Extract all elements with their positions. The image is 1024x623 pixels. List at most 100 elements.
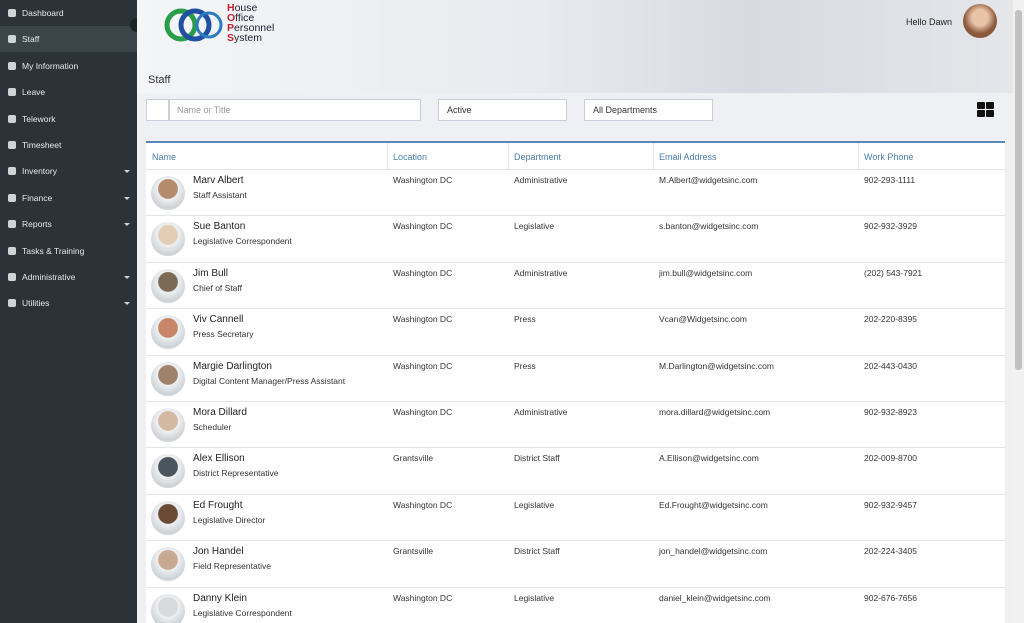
email: M.Darlington@widgetsinc.com [659,360,774,371]
nav-label: Staff [22,34,40,45]
email: Ed.Frought@widgetsinc.com [659,499,768,510]
nav-icon [8,35,16,44]
table-row[interactable]: Marv Albert Staff Assistant Washington DC A… [146,169,1005,216]
avatar [151,408,185,442]
nav-caret [124,196,130,203]
greeting: Hello Dawn [906,17,953,27]
nav-icon [8,9,16,17]
nav-label: Timesheet [22,140,62,150]
page-title: Staff [148,74,171,86]
nav-label: Dashboard [22,8,64,18]
nav-label: Telework [22,113,56,124]
table-row[interactable]: Alex Ellison District Representative Grant… [146,447,1005,494]
email: Vcan@Widgetsinc.com [659,314,747,325]
department-select[interactable]: All Departments [584,99,713,121]
nav-icon [8,88,16,97]
nav-item[interactable]: Telework [0,106,137,132]
avatar [151,315,185,350]
location: Washington DC [393,314,453,325]
search-input[interactable]: Name or Title [169,99,421,121]
phone: 902-932-9457 [864,499,917,510]
email: daniel_klein@widgetsinc.com [659,592,771,603]
nav-label: Tasks & Training [22,245,85,256]
nav-item[interactable]: Utilities [0,290,137,316]
column-header[interactable]: Name [152,152,177,162]
staff-title: Staff Assistant [193,190,247,200]
table-row[interactable]: Danny Klein Legislative Correspondent Wash… [146,586,1005,623]
avatar [151,454,185,489]
nav-item[interactable]: Staff [0,26,137,53]
staff-name: Jim Bull [193,267,229,279]
nav-icon [8,299,16,308]
location: Washington DC [393,407,453,417]
nav-icon [8,141,16,149]
scrollbar[interactable] [1013,0,1024,623]
department: Administrative [514,175,568,185]
column-divider [653,143,654,169]
nav-item[interactable]: Tasks & Training [0,238,137,264]
logo-word: House [227,2,258,14]
department: Legislative [514,499,555,510]
search-placeholder: Name or Title [177,105,231,115]
column-header[interactable]: Location [393,152,428,162]
nav-item[interactable]: Leave [0,79,137,105]
phone: 202-009-8700 [864,453,917,464]
location: Washington DC [393,221,453,232]
column-header[interactable]: Email Address [659,152,717,162]
nav-item[interactable]: Finance [0,185,137,211]
logo-word: Personnel [227,22,275,34]
department: Administrative [514,407,568,417]
column-header[interactable]: Work Phone [864,152,914,162]
phone: 902-932-8923 [864,407,917,417]
nav-label: My Information [22,60,79,71]
nav-item[interactable]: Inventory [0,158,137,184]
nav-label: Leave [22,87,46,98]
logo-mark [164,8,223,42]
grid-view-toggle[interactable] [976,101,996,121]
nav-caret [124,170,130,176]
table-row[interactable]: Margie Darlington Digital Content Manager… [146,354,1005,402]
phone: 902-293-1111 [864,175,916,185]
table-row[interactable]: Sue Banton Legislative Correspondent Washi… [146,215,1005,262]
nav-label: Finance [22,192,53,203]
table-row[interactable]: Jon Handel Field Representative Grantsvill… [146,540,1005,587]
status-select[interactable]: Active [438,99,567,121]
table-row[interactable]: Ed Frought Legislative Director Washington… [146,493,1005,541]
staff-name: Alex Ellison [193,453,245,465]
email: s.banton@widgetsinc.com [659,221,759,232]
staff-title: Scheduler [193,422,232,432]
table-row[interactable]: Viv Cannell Press Secretary Washington DC P… [146,308,1005,355]
nav-icon [8,246,16,255]
avatar [151,547,185,582]
nav-item[interactable]: Dashboard [0,0,137,26]
column-divider [858,143,859,169]
location: Washington DC [393,267,453,278]
table-row[interactable]: Mora Dillard Scheduler Washington DC Admini… [146,401,1005,448]
search-icon [146,99,169,121]
staff-name: Viv Cannell [193,314,244,326]
column-header[interactable]: Department [514,152,562,162]
nav-item[interactable]: Administrative [0,264,137,290]
department: Legislative [514,592,555,603]
staff-title: Chief of Staff [193,282,242,293]
nav-caret [124,223,130,229]
staff-table: Name Location Department Email Address Work … [146,141,1005,623]
avatar [151,361,185,396]
staff-title: Legislative Director [193,514,266,525]
nav-icon [8,193,16,202]
phone: (202) 543-7921 [864,267,923,278]
staff-title: Digital Content Manager/Press Assistant [193,375,346,386]
email: M.Albert@widgetsinc.com [659,175,758,185]
nav-label: Utilities [22,298,50,309]
nav-item[interactable]: Reports [0,211,137,237]
location: Washington DC [393,175,453,185]
user-avatar[interactable] [963,4,997,38]
table-row[interactable]: Jim Bull Chief of Staff Washington DC Admin… [146,261,1005,309]
nav-item[interactable]: Timesheet [0,132,137,158]
nav-item[interactable]: My Information [0,53,137,79]
department: Legislative [514,221,555,232]
nav-caret [124,276,130,282]
nav-icon [8,114,16,123]
nav-icon [8,61,16,70]
